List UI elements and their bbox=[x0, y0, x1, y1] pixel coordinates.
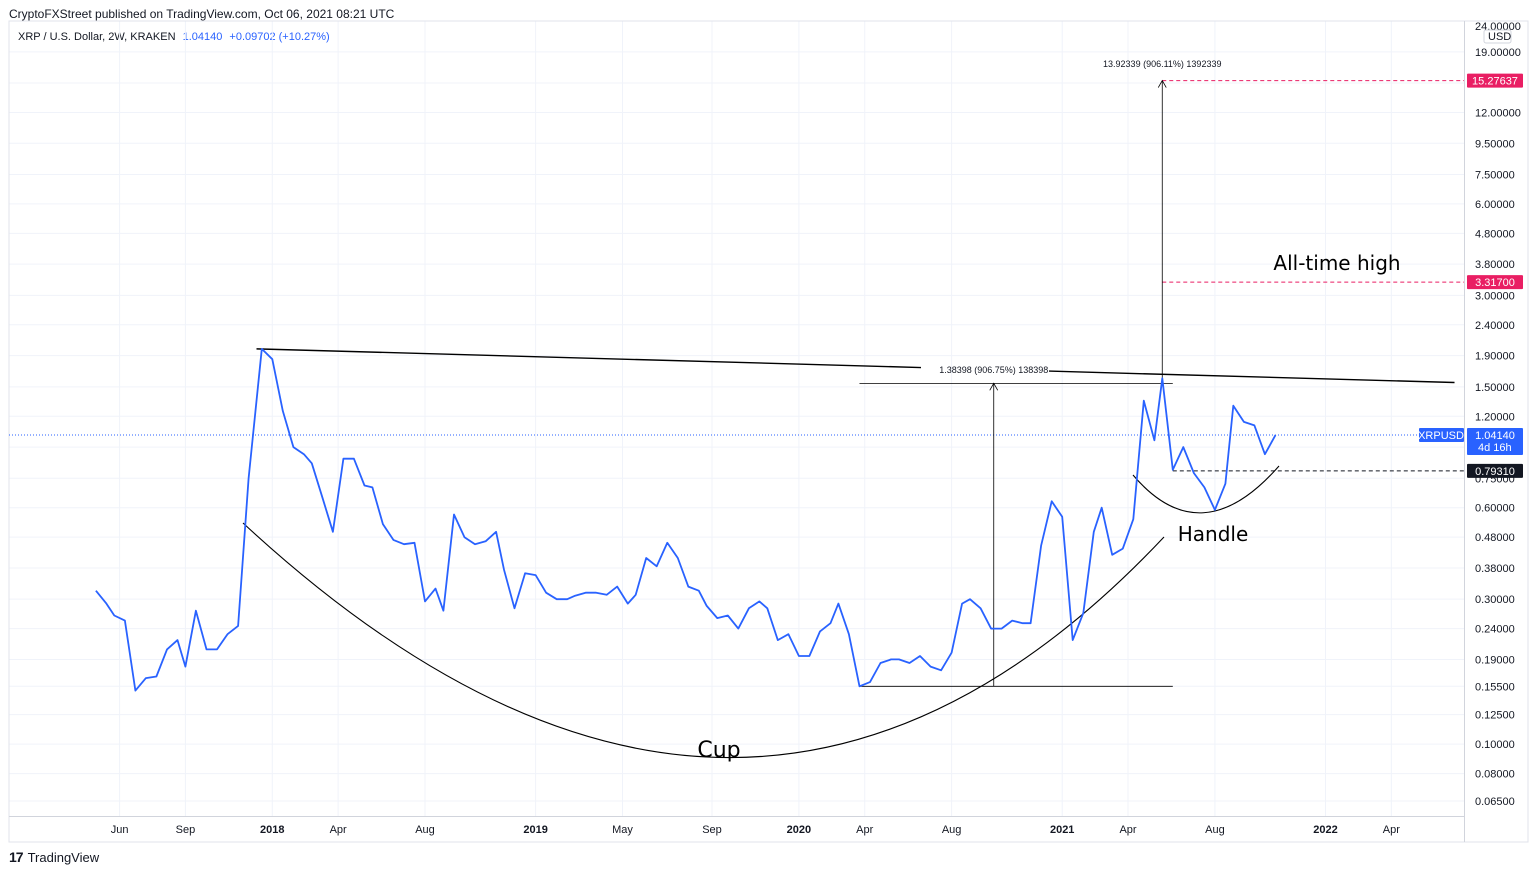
y-tick-label-6: 4.80000 bbox=[1475, 228, 1515, 240]
y-tick-label-0: 19.00000 bbox=[1475, 47, 1521, 59]
y-tick-label-12: 1.20000 bbox=[1475, 411, 1515, 423]
y-tick-label-8: 3.00000 bbox=[1475, 290, 1515, 302]
x-tick-label-10: Aug bbox=[942, 824, 962, 836]
change-value: +0.09702 (+10.27%) bbox=[229, 31, 330, 43]
y-tick-label-20: 0.19000 bbox=[1475, 654, 1515, 666]
x-tick-label-1: Sep bbox=[176, 824, 196, 836]
x-tick-label-4: Aug bbox=[415, 824, 435, 836]
y-tick-label-7: 3.80000 bbox=[1475, 259, 1515, 271]
x-tick-label-3: Apr bbox=[330, 824, 347, 836]
publisher-line: CryptoFXStreet published on TradingView.… bbox=[9, 7, 395, 21]
series-layer bbox=[95, 348, 1277, 692]
symbol-tag-label: XRPUSD bbox=[1418, 430, 1464, 442]
y-tick-label-16: 0.48000 bbox=[1475, 532, 1515, 544]
handle-curve bbox=[1132, 465, 1280, 514]
x-tick-label-14: 2022 bbox=[1313, 824, 1337, 836]
y-tick-label-11: 1.50000 bbox=[1475, 382, 1515, 394]
y-tick-label-5: 6.00000 bbox=[1475, 199, 1515, 211]
measure2-arrowhead bbox=[1157, 79, 1167, 88]
x-tick-label-5: 2019 bbox=[523, 824, 547, 836]
price-level-label-1: 3.31700 bbox=[1475, 277, 1515, 289]
symbol-tag bbox=[1419, 427, 1464, 442]
last-price-tag bbox=[1467, 427, 1523, 455]
y-tick-label-24: 0.08000 bbox=[1475, 769, 1515, 781]
grid bbox=[9, 21, 1464, 816]
x-tick-label-9: Apr bbox=[856, 824, 873, 836]
price-level-label-0: 15.27637 bbox=[1472, 76, 1518, 88]
last-value: 1.04140 bbox=[182, 31, 223, 43]
y-tick-label-9: 2.40000 bbox=[1475, 320, 1515, 332]
chart-frame bbox=[8, 20, 1529, 843]
handle-annotation: Handle bbox=[1178, 522, 1249, 546]
y-tick-label-15: 0.60000 bbox=[1475, 503, 1515, 515]
symbol-legend: XRP / U.S. Dollar, 2W, KRAKEN 1.04140 +0… bbox=[18, 31, 330, 43]
price-series-line bbox=[95, 348, 1277, 692]
price-axis[interactable]: 19.0000015.0000012.000009.500007.500006.… bbox=[1475, 21, 1521, 808]
tradingview-brand: TradingView bbox=[27, 849, 100, 865]
resistance-trend-line-a bbox=[256, 348, 922, 369]
y-tick-label-4: 7.50000 bbox=[1475, 169, 1515, 181]
x-tick-label-13: Aug bbox=[1205, 824, 1225, 836]
x-tick-label-12: Apr bbox=[1119, 824, 1136, 836]
cup-annotation: Cup bbox=[697, 738, 740, 763]
price-level-tag-0 bbox=[1467, 73, 1523, 88]
x-tick-label-15: Apr bbox=[1383, 824, 1400, 836]
y-tick-label-2: 12.00000 bbox=[1475, 107, 1521, 119]
resistance-trend-line-b bbox=[1048, 370, 1455, 384]
x-tick-label-6: May bbox=[612, 824, 633, 836]
y-tick-label-21: 0.15500 bbox=[1475, 681, 1515, 693]
x-tick-label-8: 2020 bbox=[787, 824, 811, 836]
currency-label: USD bbox=[1488, 31, 1511, 43]
y-tick-label-23: 0.10000 bbox=[1475, 739, 1515, 751]
ath-annotation: All-time high bbox=[1273, 251, 1400, 275]
measure1-label: 1.38398 (906.75%) 138398 bbox=[939, 365, 1048, 375]
y-tick-label-10: 1.90000 bbox=[1475, 351, 1515, 363]
measure1-arrowhead bbox=[989, 382, 999, 391]
x-tick-label-7: Sep bbox=[702, 824, 722, 836]
currency-badge bbox=[1483, 29, 1512, 44]
price-level-label-2: 0.79310 bbox=[1475, 466, 1515, 478]
y-tick-label-3: 9.50000 bbox=[1475, 138, 1515, 150]
tradingview-logo-icon: 17 bbox=[9, 849, 24, 865]
x-tick-label-11: 2021 bbox=[1050, 824, 1074, 836]
y-tick-label-19: 0.24000 bbox=[1475, 624, 1515, 636]
y-tick-label-25: 0.06500 bbox=[1475, 796, 1515, 808]
drawings: 1.38398 (906.75%) 138398 13.92339 (906.11… bbox=[9, 59, 1464, 763]
price-level-tag-2 bbox=[1467, 463, 1523, 478]
measure2-label: 13.92339 (906.11%) 1392339 bbox=[1103, 59, 1221, 69]
time-axis[interactable]: Jun Sep 2018 Apr Aug 2019 May Sep 2020 Apr Aug 2021… bbox=[111, 824, 1401, 836]
y-tick-label-17: 0.38000 bbox=[1475, 563, 1515, 575]
last-price-label: 1.04140 bbox=[1475, 430, 1515, 442]
price-level-tag-1 bbox=[1467, 275, 1523, 290]
x-tick-label-2: 2018 bbox=[260, 824, 284, 836]
countdown-label: 4d 16h bbox=[1478, 442, 1512, 454]
y-tick-label-22: 0.12500 bbox=[1475, 710, 1515, 722]
footer[interactable]: 17 TradingView bbox=[9, 849, 99, 865]
cup-curve bbox=[242, 522, 1165, 759]
y-tick-label-18: 0.30000 bbox=[1475, 594, 1515, 606]
symbol-title[interactable]: XRP / U.S. Dollar, 2W, KRAKEN bbox=[18, 31, 176, 43]
x-tick-label-0: Jun bbox=[111, 824, 129, 836]
